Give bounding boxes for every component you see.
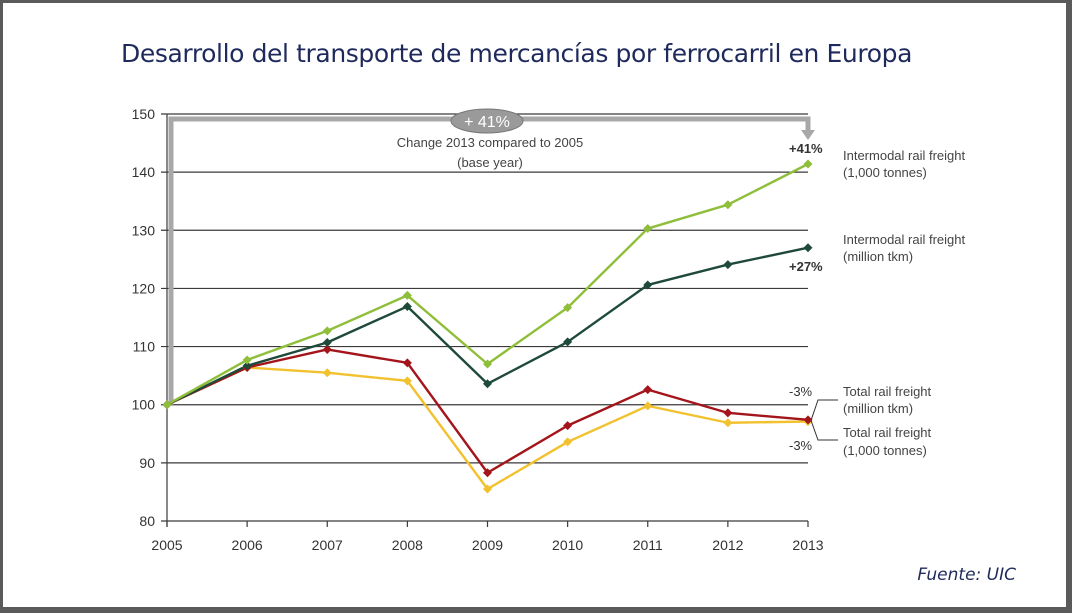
legend-total-tonnes-line2: (1,000 tonnes): [843, 443, 927, 458]
series-labels: +41% +27% Intermodal rail freight (1,000 to…: [789, 141, 965, 458]
x-tick-label: 2012: [712, 537, 743, 553]
y-tick-label: 130: [132, 222, 156, 238]
data-point-1-2013: [803, 243, 813, 253]
x-tick-label: 2013: [792, 537, 823, 553]
y-tick-label: 140: [132, 164, 156, 180]
data-point-0-2007: [322, 326, 332, 336]
data-point-2-2007: [322, 344, 332, 354]
data-point-3-2008: [402, 376, 412, 386]
change-label-intermodal-tkm: +27%: [789, 259, 823, 274]
legend-intermodal-tkm-line1: Intermodal rail freight: [843, 232, 965, 247]
slide-frame: Desarrollo del transporte de mercancías …: [3, 3, 1066, 607]
x-tick-label: 2010: [552, 537, 583, 553]
data-point-2-2013: [803, 415, 813, 425]
y-tick-label: 90: [139, 455, 155, 471]
y-tick-label: 110: [133, 339, 156, 355]
data-point-3-2010: [563, 437, 573, 447]
change-badge-label: + 41%: [464, 114, 510, 131]
legend-total-tkm-line1: Total rail freight: [843, 384, 932, 399]
data-point-2-2012: [723, 408, 733, 418]
page-title: Desarrollo del transporte de mercancías …: [121, 39, 912, 68]
y-axis-ticks: 80 90 100 110 120 130 140 150: [132, 106, 156, 529]
data-point-3-2011: [643, 401, 653, 411]
x-axis-ticks: 2005 2006 2007 2008 2009 2010 2011 2012 2013: [151, 521, 824, 553]
x-tick-label: 2006: [232, 537, 263, 553]
data-point-2-2009: [483, 468, 492, 478]
data-point-0-2005: [162, 400, 172, 410]
y-tick-label: 120: [132, 280, 156, 296]
legend-total-tkm-line2: (million tkm): [843, 401, 913, 416]
data-point-1-2007: [322, 338, 332, 348]
x-tick-label: 2011: [633, 537, 663, 553]
change-badge: [450, 108, 524, 134]
x-tick-label: 2007: [312, 537, 343, 553]
y-tick-label: 150: [132, 106, 156, 122]
legend-intermodal-tonnes-line2: (1,000 tonnes): [843, 165, 927, 180]
data-point-3-2009: [483, 484, 492, 494]
data-point-1-2008: [402, 301, 412, 311]
data-point-0-2008: [402, 290, 412, 300]
data-point-0-2006: [242, 355, 252, 365]
change-label-intermodal-tonnes: +41%: [789, 141, 823, 156]
data-point-0-2009: [483, 359, 492, 369]
data-point-0-2013: [803, 159, 813, 169]
total-bracket: [810, 399, 838, 441]
data-point-1-2012: [723, 260, 733, 270]
data-point-2-2010: [563, 421, 573, 431]
change-bracket: + 41% Change 2013 compared to 2005 (base y…: [168, 108, 815, 405]
source-label: Fuente: UIC: [917, 565, 1016, 585]
legend-total-tonnes-line1: Total rail freight: [843, 425, 932, 440]
data-point-1-2006: [242, 361, 252, 371]
data-point-2-2011: [643, 385, 653, 395]
data-point-1-2009: [483, 379, 492, 389]
legend-intermodal-tonnes-line1: Intermodal rail freight: [843, 148, 965, 163]
change-note-line2: (base year): [457, 155, 523, 170]
data-point-1-2011: [643, 280, 653, 290]
x-tick-label: 2005: [151, 537, 182, 553]
change-label-total-tonnes: -3%: [789, 438, 813, 453]
data-point-0-2011: [643, 224, 653, 234]
series-markers: [162, 159, 813, 494]
legend-intermodal-tkm-line2: (million tkm): [843, 249, 913, 264]
data-point-3-2007: [322, 368, 332, 378]
data-point-3-2012: [723, 418, 733, 428]
y-tick-label: 80: [139, 513, 155, 529]
data-point-2-2008: [402, 358, 412, 368]
x-tick-label: 2009: [472, 537, 503, 553]
arrow-down-icon: [801, 130, 815, 140]
data-point-1-2010: [563, 337, 573, 347]
x-tick-label: 2008: [392, 537, 423, 553]
grid-lines: [161, 113, 808, 527]
change-label-total-tkm: -3%: [789, 384, 813, 399]
series-lines: [166, 162, 809, 491]
change-note-line1: Change 2013 compared to 2005: [397, 135, 583, 150]
data-point-0-2012: [723, 200, 733, 210]
y-tick-label: 100: [132, 397, 156, 413]
data-point-0-2010: [563, 303, 573, 313]
